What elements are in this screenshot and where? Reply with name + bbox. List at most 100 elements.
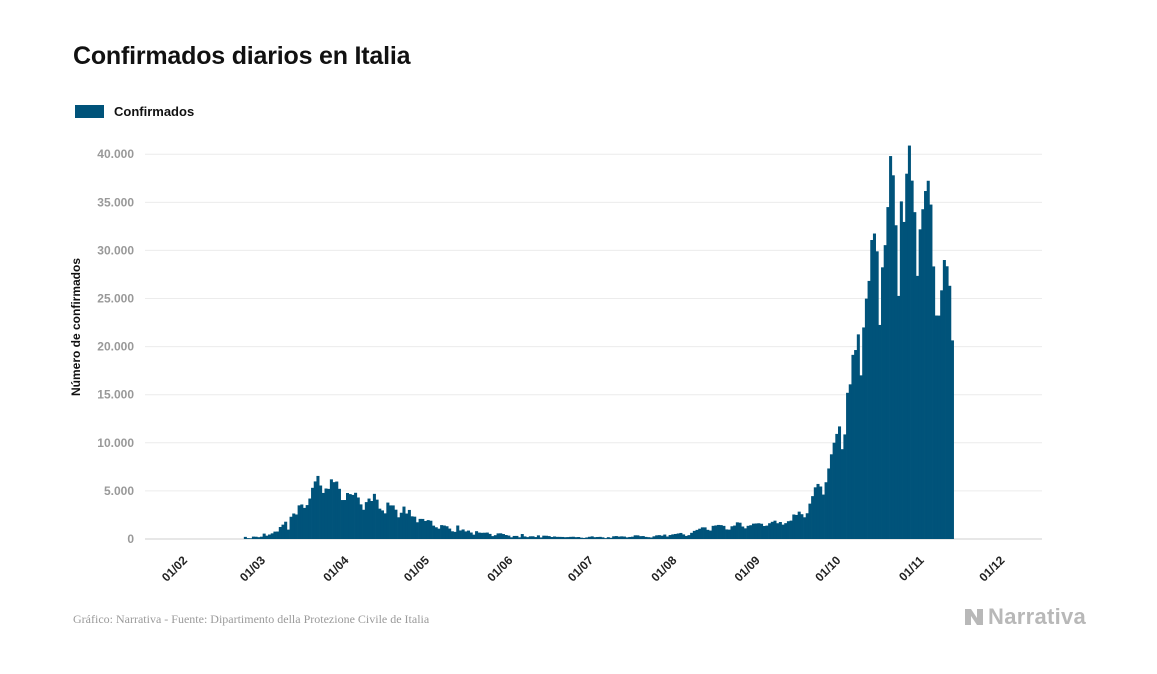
bar (582, 537, 586, 539)
y-tick-label: 25.000 (97, 292, 134, 306)
x-tick-label: 01/07 (565, 553, 596, 584)
bar (391, 505, 395, 539)
x-tick-label: 01/05 (401, 553, 432, 584)
bar (846, 392, 850, 539)
bar (472, 534, 476, 539)
bar (722, 525, 726, 539)
legend: Confirmados (75, 104, 194, 119)
bar (553, 536, 557, 539)
bar (378, 508, 382, 539)
bar (891, 175, 895, 539)
bar (278, 527, 282, 539)
bar (598, 536, 602, 539)
bar (308, 498, 312, 539)
bar (249, 538, 253, 539)
bar (878, 324, 882, 539)
bar (647, 537, 651, 539)
bar (596, 536, 600, 539)
bar (886, 207, 890, 539)
bar (937, 315, 941, 539)
bar (405, 513, 409, 539)
y-tick-label: 20.000 (97, 340, 134, 354)
bar (760, 523, 764, 539)
bar (668, 535, 672, 539)
bar (313, 481, 317, 539)
y-tick-label: 35.000 (97, 195, 134, 209)
bar (337, 488, 341, 539)
bar (515, 535, 519, 539)
bar (585, 537, 589, 539)
bar (566, 537, 570, 539)
bar (426, 520, 430, 539)
bar (749, 525, 753, 539)
bar (811, 496, 815, 539)
bar (657, 535, 661, 539)
bar (706, 529, 710, 539)
narrativa-logo: Narrativa (963, 604, 1086, 630)
bar (663, 534, 667, 539)
bar (262, 533, 266, 539)
bar (757, 523, 761, 539)
bar (434, 527, 438, 539)
bar (440, 525, 444, 539)
chart-title: Confirmados diarios en Italia (73, 42, 411, 70)
bar (803, 517, 807, 539)
bar (520, 534, 524, 539)
bar (362, 509, 366, 539)
bar (929, 204, 933, 539)
bar (332, 482, 336, 539)
bar (727, 529, 731, 539)
bar (708, 530, 712, 539)
bar (579, 537, 583, 539)
bar (808, 503, 812, 539)
bar (254, 536, 258, 539)
bar (800, 514, 804, 539)
bar (738, 522, 742, 539)
x-tick-label: 01/02 (159, 553, 190, 584)
bar (950, 340, 954, 539)
bar (590, 536, 594, 539)
legend-label: Confirmados (114, 104, 195, 119)
bar (832, 442, 836, 539)
bar (364, 502, 368, 539)
bar (883, 245, 887, 539)
bar (526, 537, 530, 539)
bar (905, 173, 909, 539)
y-tick-label: 15.000 (97, 388, 134, 402)
bar (792, 514, 796, 539)
bar (251, 536, 255, 539)
bar (343, 500, 347, 539)
bar (665, 536, 669, 539)
bar (644, 536, 648, 539)
bar (300, 504, 304, 539)
bar (770, 521, 774, 539)
bar (854, 350, 858, 539)
bar (569, 536, 573, 539)
bar (690, 532, 694, 539)
bar (843, 434, 847, 539)
bar (305, 505, 309, 539)
bar (561, 536, 565, 539)
y-tick-label: 5.000 (104, 484, 134, 498)
bar (397, 517, 401, 539)
bar (789, 520, 793, 539)
bar (418, 518, 422, 539)
bar (512, 535, 516, 539)
bar (797, 511, 801, 539)
bar (671, 534, 675, 539)
bar (544, 535, 548, 539)
bar (660, 535, 664, 539)
bar (948, 285, 952, 539)
bar (402, 506, 406, 539)
bar (302, 507, 307, 539)
bar (714, 525, 718, 539)
bar (851, 354, 855, 539)
x-tick-label: 01/09 (732, 553, 763, 584)
bar (370, 501, 374, 539)
bar (926, 180, 930, 539)
bar (375, 499, 379, 539)
bar (719, 525, 723, 539)
bar (324, 488, 328, 539)
bar (531, 536, 535, 539)
bar (321, 492, 325, 539)
